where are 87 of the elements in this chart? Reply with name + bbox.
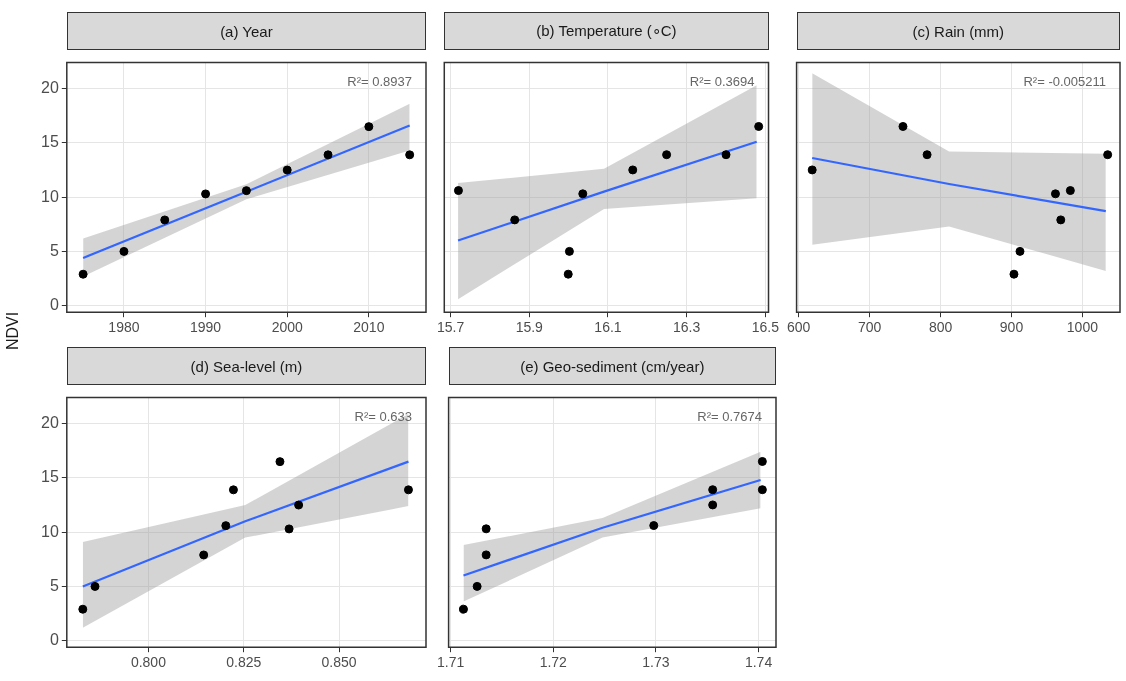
chart-title: (e) Geo-sediment (cm/year): [448, 347, 776, 385]
annotation: R²= -0.005211: [1023, 73, 1106, 89]
point: [241, 186, 251, 196]
point: [754, 121, 764, 131]
point: [578, 189, 588, 199]
point: [284, 524, 294, 534]
x-tick-label: 15.9: [515, 319, 544, 336]
point: [294, 500, 304, 510]
point: [922, 150, 932, 160]
x-tick-label: 2010: [353, 319, 385, 336]
annotation: R²= 0.633: [354, 409, 412, 425]
point: [1050, 189, 1060, 199]
x-tick-label: 2000: [271, 319, 303, 336]
x-tick-label: 1.72: [539, 654, 568, 671]
x-tick-label: 0.800: [130, 654, 167, 671]
y-tick-label: 5: [49, 241, 59, 259]
y-tick-label: 10: [41, 187, 59, 205]
chart-title: (a) Year: [66, 12, 426, 50]
annotation: R²= 0.3694: [689, 73, 755, 89]
point: [708, 500, 718, 510]
point: [662, 150, 672, 160]
point: [221, 521, 231, 531]
point: [458, 604, 468, 614]
x-tick-label: 0.825: [226, 654, 262, 671]
point: [898, 121, 908, 131]
point: [757, 456, 767, 466]
y-axis-title: NDVI: [4, 311, 23, 351]
point: [649, 521, 659, 531]
point: [564, 246, 574, 256]
x-tick-label: 0.850: [321, 654, 357, 671]
y-tick-label: 20: [41, 414, 59, 432]
point: [119, 246, 129, 256]
chart-title: (b) Temperature (∘C): [444, 12, 769, 50]
point: [472, 581, 482, 591]
point: [563, 269, 573, 279]
annotation: R²= 0.7674: [697, 408, 762, 424]
x-tick-label: 16.5: [751, 319, 780, 336]
x-tick-label: 1980: [108, 319, 140, 336]
point: [708, 485, 718, 495]
y-tick-label: 15: [41, 133, 59, 151]
point: [1056, 215, 1066, 225]
y-tick-label: 5: [49, 576, 59, 594]
x-tick-label: 1000: [1066, 319, 1099, 336]
y-tick-label: 0: [49, 296, 59, 314]
x-tick-label: 700: [857, 319, 882, 336]
point: [275, 457, 285, 467]
point: [78, 604, 88, 614]
y-tick-label: 10: [41, 522, 59, 540]
x-tick-label: 16.3: [673, 319, 701, 336]
x-tick-label: 800: [928, 319, 953, 336]
x-tick-label: 600: [787, 319, 811, 336]
point: [160, 215, 170, 225]
point: [1065, 186, 1075, 196]
point: [90, 581, 100, 591]
point: [364, 122, 374, 132]
x-tick-label: 1.74: [744, 654, 773, 671]
chart-title: (c) Rain (mm): [796, 12, 1120, 50]
annotation: R²= 0.8937: [347, 74, 412, 90]
y-tick-label: 15: [41, 468, 59, 486]
x-tick-label: 1990: [190, 319, 222, 336]
x-tick-label: 900: [999, 319, 1024, 336]
point: [199, 550, 209, 560]
point: [757, 485, 767, 495]
point: [228, 485, 238, 495]
point: [481, 524, 491, 534]
point: [403, 485, 413, 495]
point: [628, 165, 638, 175]
point: [201, 189, 211, 199]
x-tick-label: 16.1: [594, 319, 622, 336]
y-tick-label: 20: [41, 79, 59, 97]
point: [510, 215, 520, 225]
point: [453, 186, 463, 196]
point: [405, 150, 415, 160]
x-tick-label: 1.71: [437, 654, 465, 671]
point: [481, 550, 491, 560]
point: [323, 150, 333, 160]
point: [1103, 150, 1113, 160]
point: [1009, 269, 1019, 279]
point: [1015, 246, 1025, 256]
y-tick-label: 0: [49, 631, 59, 649]
point: [721, 150, 731, 160]
point: [78, 269, 88, 279]
x-tick-label: 15.7: [436, 319, 465, 336]
chart-title: (d) Sea-level (m): [66, 347, 426, 385]
point: [807, 165, 817, 175]
point: [282, 165, 292, 175]
x-tick-label: 1.73: [642, 654, 670, 671]
